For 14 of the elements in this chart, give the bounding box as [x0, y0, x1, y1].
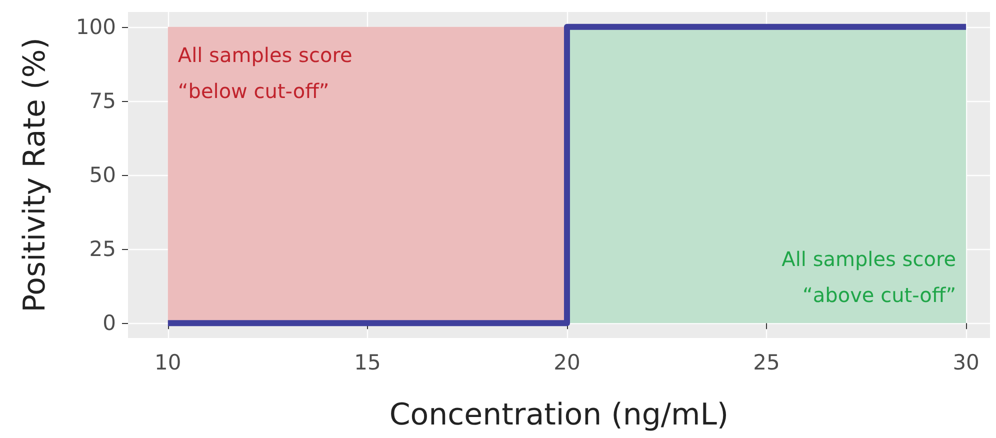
- y-tick-label: 50: [89, 163, 116, 187]
- y-axis-title: Positivity Rate (%): [18, 38, 52, 312]
- x-tick-label: 10: [154, 350, 182, 374]
- x-tick-label: 15: [354, 350, 381, 374]
- y-tick-label: 75: [89, 88, 116, 113]
- band-label: All samples score “above cut-off”: [782, 247, 956, 308]
- x-tick-label: 25: [753, 350, 780, 374]
- y-tick-label: 25: [89, 237, 116, 262]
- band-label: All samples score “below cut-off”: [178, 42, 352, 103]
- y-tick-label: 100: [76, 14, 116, 39]
- x-axis-title: Concentration (ng/mL): [389, 398, 729, 432]
- x-tick-label: 20: [554, 350, 580, 374]
- y-tick-label: 0: [102, 311, 116, 336]
- x-tick-label: 30: [952, 350, 980, 374]
